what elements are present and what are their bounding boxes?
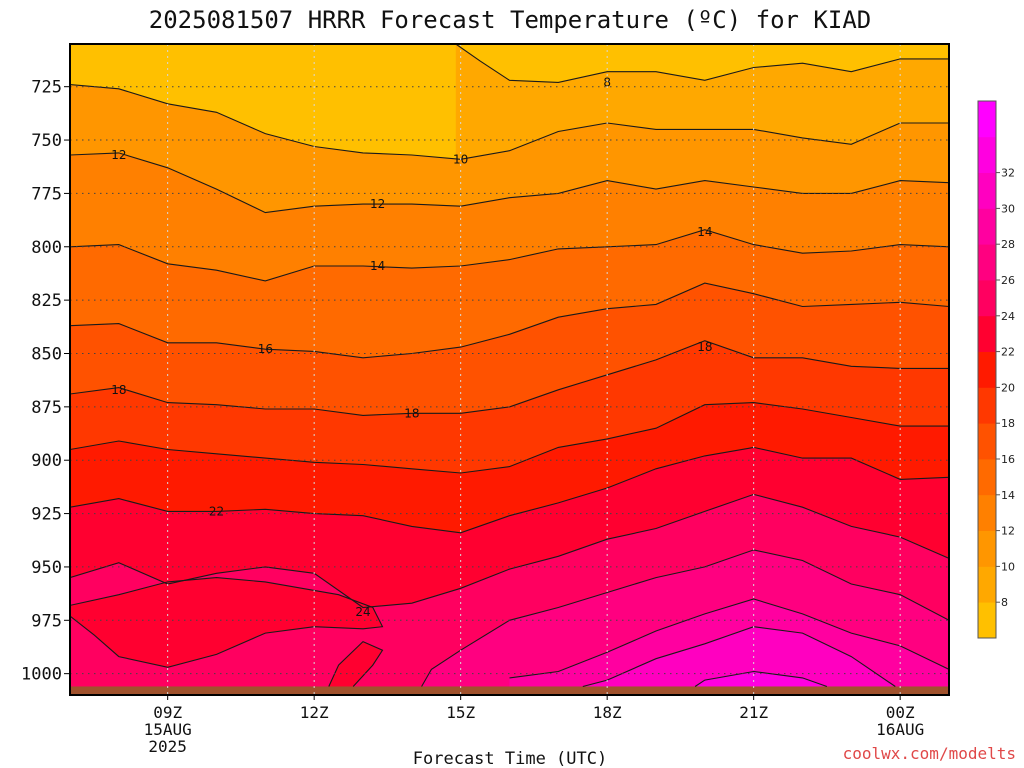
colorbar-swatch [978,494,996,531]
isotherm-30 [582,626,896,688]
isotherm-28 [509,598,949,679]
colorbar-tick-label: 8 [1001,596,1008,609]
x-tick-label: 2025 [148,737,187,756]
y-tick-label: 800 [31,238,62,258]
x-tick-label: 15AUG [144,720,192,739]
colorbar-frame [977,100,997,639]
contour-label: 16 [258,342,273,356]
colorbar-tick-label: 24 [1001,310,1015,323]
isotherm-32 [694,670,828,688]
isotherm-16 [70,282,949,359]
isotherm-20 [70,402,949,474]
colorbar-tick-label: 12 [1001,525,1015,538]
surface-ground [70,686,949,695]
y-tick-label: 950 [31,558,62,578]
y-tick-label: 975 [31,611,62,631]
y-tick-label: 1000 [21,665,62,685]
colorbar-swatch [978,530,996,567]
colorbar-tick-label: 18 [1001,417,1015,430]
y-tick-label: 900 [31,451,62,471]
colorbar-swatch [978,315,996,352]
y-tick-label: 850 [31,344,62,364]
y-tick-label: 875 [31,398,62,418]
x-tick-label: 15Z [446,703,475,722]
contour-label: 22 [209,504,224,518]
x-tick-label: 21Z [739,703,768,722]
colorbar-tick-label: 30 [1001,202,1015,215]
chart-title: 2025081507 HRRR Forecast Temperature (ºC… [149,6,871,34]
isotherm-24 [328,640,384,687]
colorbar-swatch [978,423,996,460]
y-tick-label: 750 [31,131,62,151]
y-tick-label: 775 [31,184,62,204]
colorbar-tick-label: 10 [1001,560,1015,573]
contour-label: 18 [404,406,419,420]
band-fill-24 [70,577,383,695]
contour-label: 14 [697,225,712,239]
isotherm-18 [70,340,949,416]
colorbar-swatch [978,566,996,603]
colorbar-tick-label: 32 [1001,167,1015,180]
colorbar-swatch [978,280,996,317]
colorbar-swatch [978,602,996,639]
isotherm-8 [455,44,949,83]
colorbar-swatch [978,208,996,245]
y-tick-label: 925 [31,505,62,525]
contour-label: 12 [111,148,126,162]
isotherm-14 [70,229,949,282]
x-tick-label: 09Z [153,703,182,722]
colorbar-tick-label: 28 [1001,238,1015,251]
y-tick-label: 825 [31,291,62,311]
contour-label: 24 [355,605,370,619]
contour-label: 12 [370,197,385,211]
colorbar-swatch [978,136,996,173]
y-tick-label: 725 [31,78,62,98]
colorbar-swatch [978,387,996,424]
colorbar-tick-label: 22 [1001,346,1015,359]
colorbar-tick-label: 16 [1001,453,1015,466]
colorbar-swatch [978,351,996,388]
x-tick-label: 18Z [593,703,622,722]
isotherm-24 [70,493,949,609]
isotherm-10 [70,84,949,160]
contour-label: 18 [111,383,126,397]
isotherm-24 [70,577,384,668]
x-tick-label: 12Z [300,703,329,722]
colorbar-tick-label: 20 [1001,381,1015,394]
colorbar-swatch [978,101,996,138]
band-fill-24 [328,641,383,695]
contour-label: 18 [697,340,712,354]
x-axis-label: Forecast Time (UTC) [413,749,607,768]
band-fill-30 [582,626,896,695]
colorbar-tick-label: 14 [1001,489,1015,502]
contour-label: 8 [603,75,611,89]
colorbar-tick-label: 26 [1001,274,1015,287]
colorbar-swatch [978,459,996,496]
contour-label: 14 [370,259,385,273]
credit-text: coolwx.com/modelts [843,744,1016,763]
colorbar-swatch [978,244,996,281]
colorbar-swatch [978,172,996,209]
x-tick-label: 16AUG [876,720,924,739]
isotherm-22 [70,446,949,534]
x-tick-label: 00Z [886,703,915,722]
plot-frame [69,43,950,696]
